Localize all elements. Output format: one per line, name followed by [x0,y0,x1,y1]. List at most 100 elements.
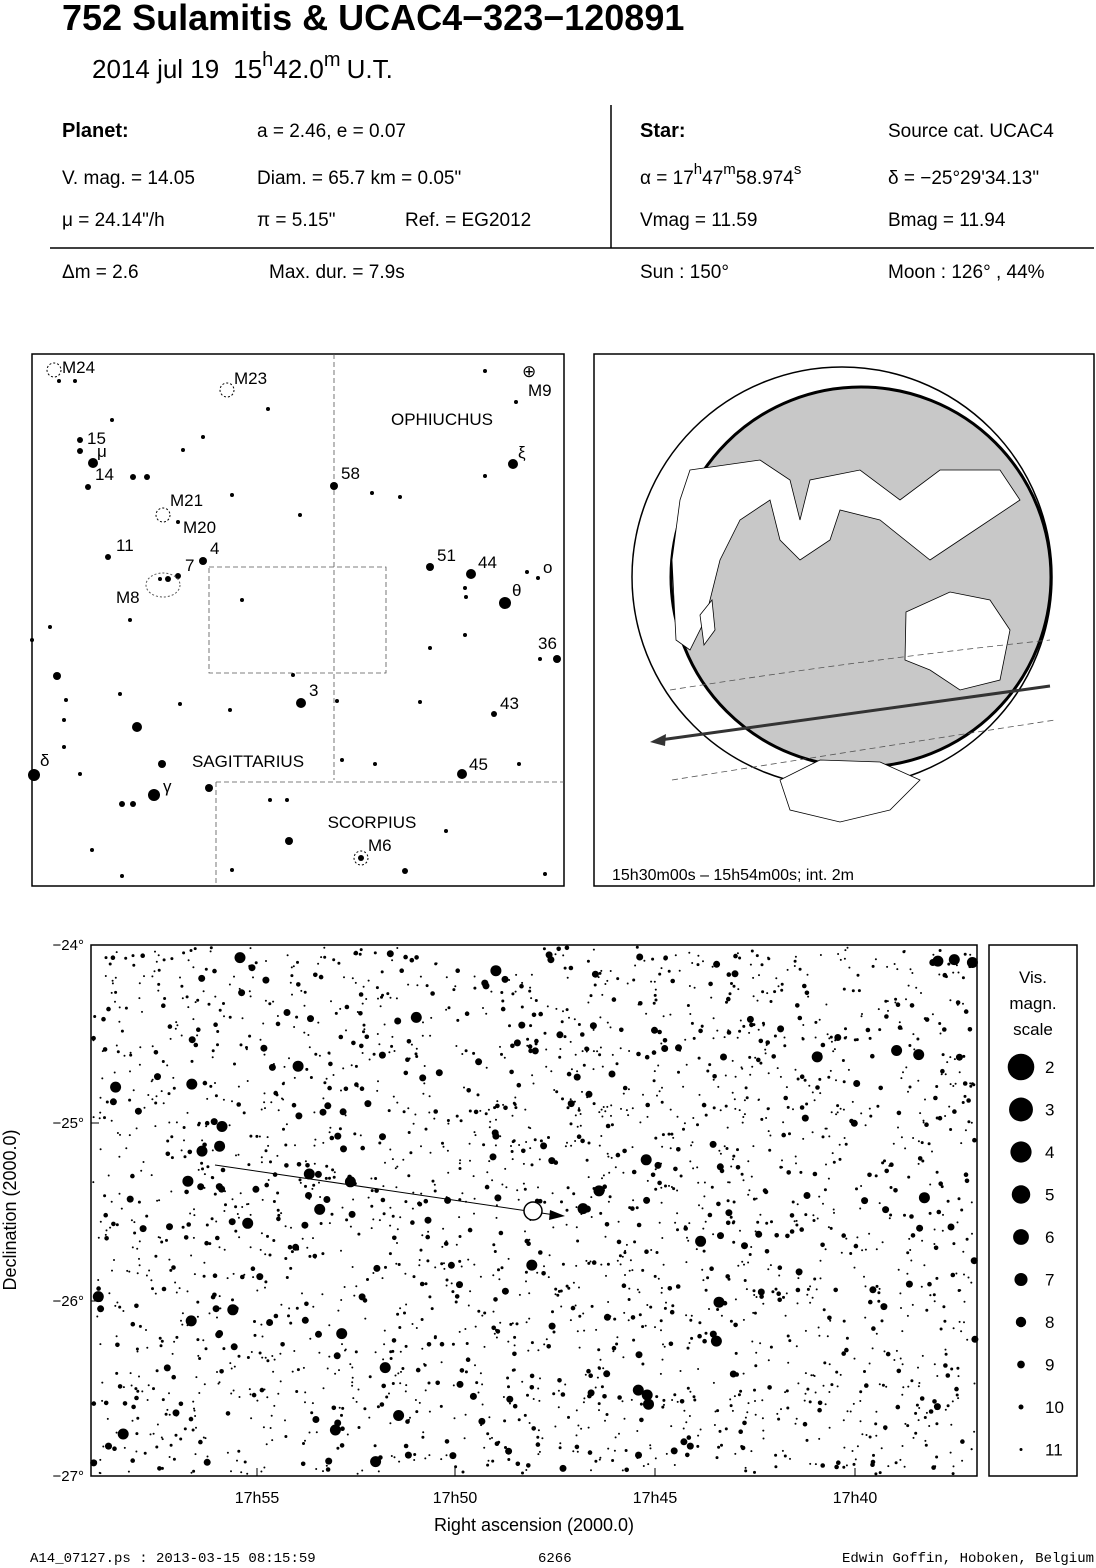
star [643,959,646,962]
star [351,1040,356,1046]
star [917,1419,920,1422]
finder-star [62,718,66,722]
star [601,993,604,996]
finder-star [48,625,52,629]
star [861,1197,869,1205]
star [590,1216,593,1218]
star [955,961,958,964]
finder-star [181,448,185,452]
star [499,1321,502,1324]
star [558,1446,562,1450]
star [319,1196,322,1198]
star [208,1312,211,1315]
star [358,992,364,997]
star [264,1356,267,1359]
path-line [214,1164,556,1216]
star [197,1123,201,1127]
star [739,1389,743,1393]
target-star [523,1201,543,1221]
star [427,1381,431,1385]
star [412,1122,415,1125]
star [649,1444,652,1447]
star [362,1030,365,1034]
max-duration: Max. dur. = 7.9s [269,262,405,283]
chart-frame [90,944,978,1477]
star [964,1129,967,1132]
star [504,1167,507,1170]
star [621,1400,624,1403]
star [828,1363,831,1366]
star [605,1370,608,1373]
star [670,1447,678,1455]
star [720,1053,727,1061]
star [423,1065,426,1067]
star [823,1361,827,1365]
star [528,1292,531,1295]
star [751,1065,754,1068]
star [587,1001,590,1004]
star [732,1158,734,1161]
star [440,1458,443,1461]
finder-label: M20 [183,518,216,537]
star [426,1259,430,1263]
star [621,1469,624,1472]
star [764,1048,767,1051]
star [723,1145,726,1148]
star [844,949,847,952]
star [716,1409,720,1413]
star [341,1406,345,1410]
star [799,1074,805,1079]
star [122,1401,128,1406]
star [147,1094,150,1096]
star [428,1410,431,1413]
star [339,1108,347,1116]
star [365,998,368,1000]
star [592,1068,595,1071]
star [190,1254,193,1257]
star [529,986,532,989]
star [631,1146,634,1149]
star [917,1156,923,1161]
finder-label: 45 [469,755,488,774]
star [826,1033,829,1036]
star [842,1080,846,1084]
star [181,1323,184,1326]
star [769,1345,773,1349]
star [949,1128,953,1131]
star [458,1235,462,1238]
star [691,1141,694,1144]
star [319,1222,323,1225]
star [632,978,636,982]
star [574,1140,577,1142]
star [169,1037,172,1040]
star [777,1265,783,1270]
finder-label: M8 [116,588,140,607]
star [747,1261,750,1264]
star [787,1361,790,1364]
star [108,962,112,966]
star [811,1091,814,1094]
star [973,1430,976,1433]
star [424,1216,432,1224]
star [688,1415,691,1417]
star [733,1322,738,1328]
star [378,1219,381,1222]
star [812,1214,815,1217]
star [99,1096,102,1099]
time-suffix: U.T. [347,54,393,84]
star [168,1413,171,1416]
star [691,962,694,964]
star [950,1367,954,1371]
finder-star [110,418,114,422]
star [529,1127,532,1130]
star [344,1348,347,1351]
star [849,1410,852,1413]
star [428,1295,432,1299]
star [960,1142,963,1145]
star [289,981,292,984]
star [560,1020,564,1024]
star [248,1226,251,1228]
star [186,1290,189,1293]
star [786,1406,790,1410]
finder-star [483,474,487,478]
